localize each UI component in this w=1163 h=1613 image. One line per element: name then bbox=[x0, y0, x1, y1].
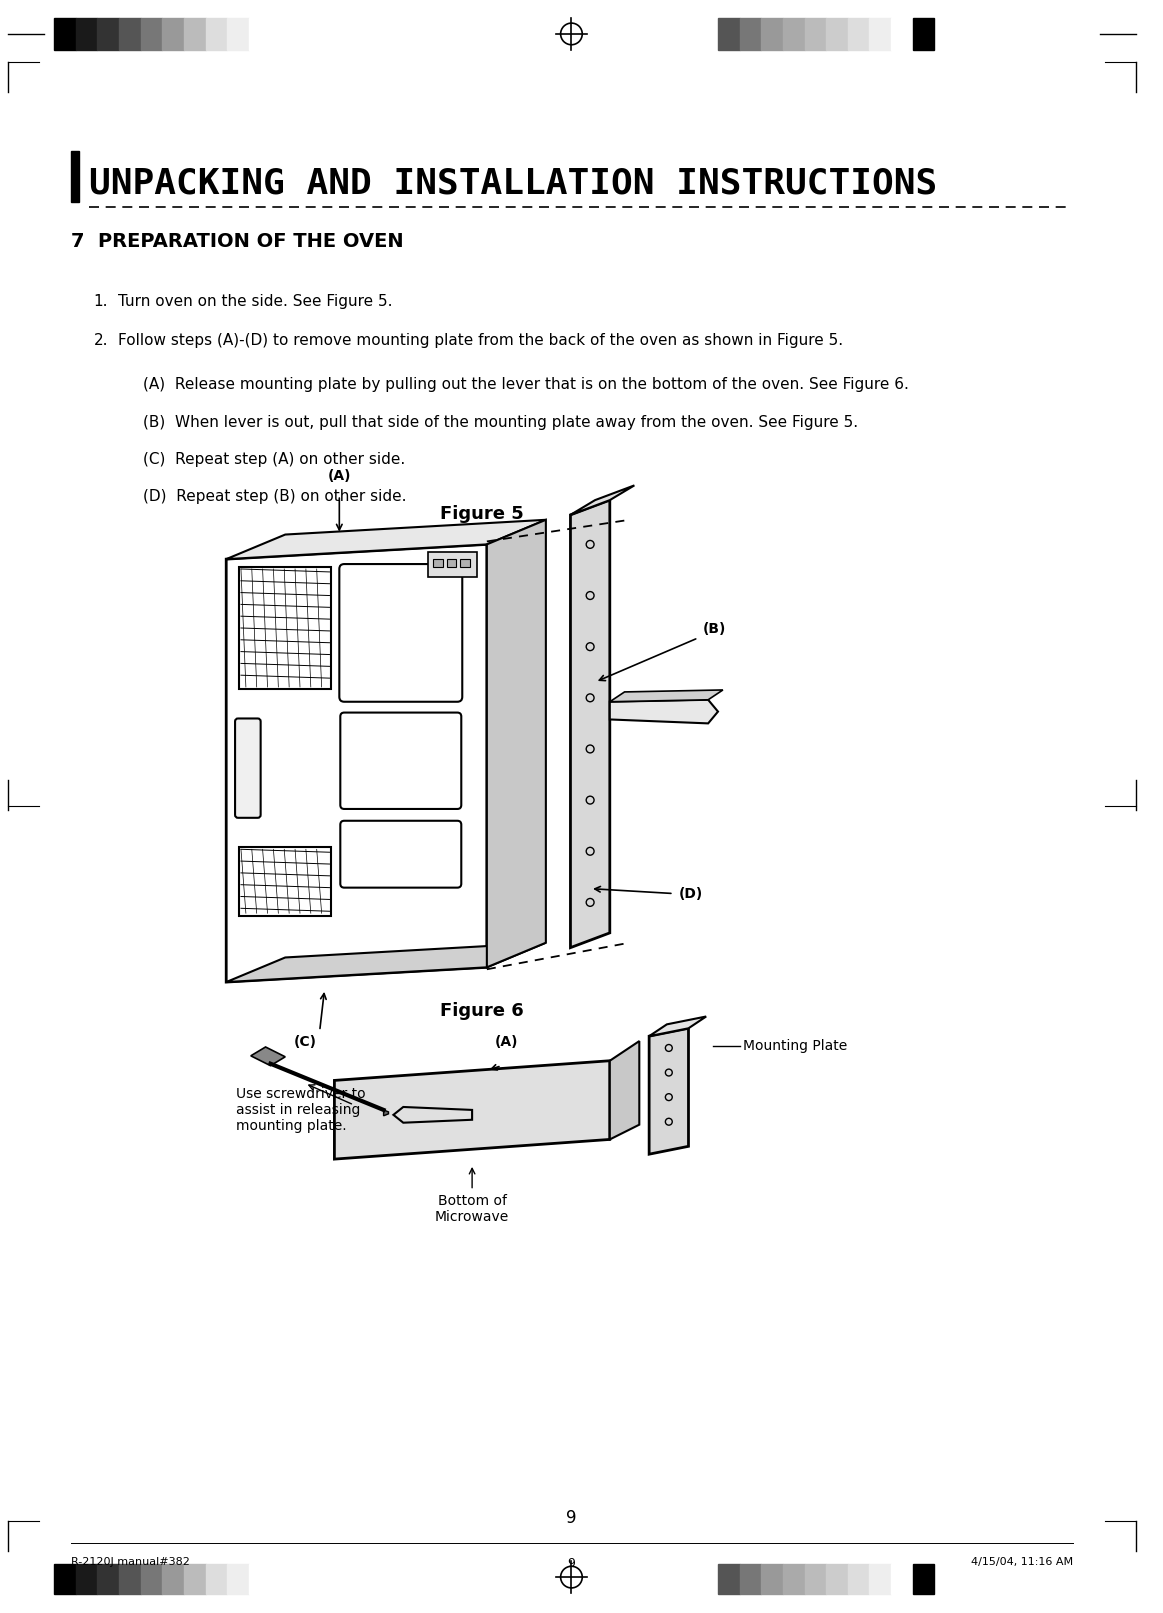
Polygon shape bbox=[251, 1047, 285, 1066]
Bar bbox=[76, 1565, 98, 1594]
Text: (C): (C) bbox=[293, 1036, 316, 1048]
Bar bbox=[740, 1565, 762, 1594]
Polygon shape bbox=[609, 700, 718, 723]
Bar bbox=[783, 18, 805, 50]
Text: Figure 5: Figure 5 bbox=[440, 505, 523, 523]
Bar bbox=[805, 1565, 826, 1594]
Bar bbox=[870, 1565, 891, 1594]
Bar bbox=[98, 1565, 119, 1594]
Polygon shape bbox=[609, 690, 723, 702]
Bar bbox=[447, 560, 456, 568]
Bar bbox=[119, 18, 141, 50]
Polygon shape bbox=[609, 1040, 640, 1139]
Bar bbox=[848, 1565, 870, 1594]
Bar bbox=[740, 18, 762, 50]
Text: Bottom of
Microwave: Bottom of Microwave bbox=[435, 1194, 509, 1224]
Bar bbox=[891, 18, 913, 50]
Bar bbox=[240, 847, 331, 916]
Bar bbox=[913, 18, 934, 50]
Text: R-2120J manual#382: R-2120J manual#382 bbox=[71, 1558, 190, 1568]
Polygon shape bbox=[227, 519, 545, 560]
Bar bbox=[71, 152, 79, 202]
Bar bbox=[826, 1565, 848, 1594]
Bar bbox=[227, 18, 249, 50]
Text: Mounting Plate: Mounting Plate bbox=[743, 1039, 847, 1053]
Bar bbox=[206, 1565, 227, 1594]
Polygon shape bbox=[571, 486, 634, 515]
Bar bbox=[76, 18, 98, 50]
Bar bbox=[141, 1565, 163, 1594]
Bar bbox=[718, 18, 740, 50]
Text: 9: 9 bbox=[566, 1510, 577, 1528]
Text: 7  PREPARATION OF THE OVEN: 7 PREPARATION OF THE OVEN bbox=[71, 232, 404, 250]
Text: Use screwdriver to
assist in releasing
mounting plate.: Use screwdriver to assist in releasing m… bbox=[236, 1087, 365, 1132]
Bar bbox=[55, 1565, 76, 1594]
Text: (B)  When lever is out, pull that side of the mounting plate away from the oven.: (B) When lever is out, pull that side of… bbox=[143, 415, 858, 429]
Text: 1.: 1. bbox=[93, 294, 108, 308]
Polygon shape bbox=[227, 942, 545, 982]
Bar bbox=[184, 18, 206, 50]
Bar bbox=[249, 18, 271, 50]
Polygon shape bbox=[649, 1029, 688, 1155]
Bar bbox=[913, 1565, 934, 1594]
Bar bbox=[762, 1565, 783, 1594]
Text: 9: 9 bbox=[568, 1558, 576, 1571]
Polygon shape bbox=[571, 500, 609, 948]
Text: (A)  Release mounting plate by pulling out the lever that is on the bottom of th: (A) Release mounting plate by pulling ou… bbox=[143, 377, 908, 392]
Text: Figure 6: Figure 6 bbox=[440, 1002, 523, 1019]
Bar bbox=[249, 1565, 271, 1594]
Bar bbox=[891, 1565, 913, 1594]
Text: 2.: 2. bbox=[93, 332, 108, 348]
Bar bbox=[870, 18, 891, 50]
Bar bbox=[55, 18, 76, 50]
Bar bbox=[163, 1565, 184, 1594]
Polygon shape bbox=[335, 1061, 609, 1160]
Bar bbox=[206, 18, 227, 50]
Text: UNPACKING AND INSTALLATION INSTRUCTIONS: UNPACKING AND INSTALLATION INSTRUCTIONS bbox=[88, 166, 936, 200]
Text: (D)  Repeat step (B) on other side.: (D) Repeat step (B) on other side. bbox=[143, 489, 406, 505]
Polygon shape bbox=[487, 519, 545, 968]
Bar bbox=[119, 1565, 141, 1594]
Text: (D): (D) bbox=[679, 887, 702, 902]
Bar bbox=[783, 1565, 805, 1594]
Bar bbox=[805, 18, 826, 50]
Bar bbox=[433, 560, 443, 568]
Text: Follow steps (A)-(D) to remove mounting plate from the back of the oven as shown: Follow steps (A)-(D) to remove mounting … bbox=[117, 332, 843, 348]
Bar bbox=[184, 1565, 206, 1594]
Bar bbox=[98, 18, 119, 50]
Polygon shape bbox=[649, 1016, 706, 1036]
Text: Turn oven on the side. See Figure 5.: Turn oven on the side. See Figure 5. bbox=[117, 294, 393, 308]
Bar bbox=[428, 552, 477, 577]
Text: (A): (A) bbox=[494, 1036, 519, 1048]
Text: (A): (A) bbox=[328, 469, 351, 484]
Polygon shape bbox=[384, 1110, 388, 1116]
Polygon shape bbox=[393, 1107, 472, 1123]
Bar bbox=[163, 18, 184, 50]
Bar bbox=[141, 18, 163, 50]
Bar bbox=[240, 568, 331, 689]
Bar bbox=[826, 18, 848, 50]
Bar bbox=[762, 18, 783, 50]
Bar bbox=[461, 560, 470, 568]
FancyBboxPatch shape bbox=[235, 718, 261, 818]
Bar bbox=[848, 18, 870, 50]
Text: (C)  Repeat step (A) on other side.: (C) Repeat step (A) on other side. bbox=[143, 452, 405, 466]
Text: (B): (B) bbox=[704, 623, 727, 636]
Bar bbox=[718, 1565, 740, 1594]
Text: 4/15/04, 11:16 AM: 4/15/04, 11:16 AM bbox=[971, 1558, 1073, 1568]
Bar bbox=[227, 1565, 249, 1594]
